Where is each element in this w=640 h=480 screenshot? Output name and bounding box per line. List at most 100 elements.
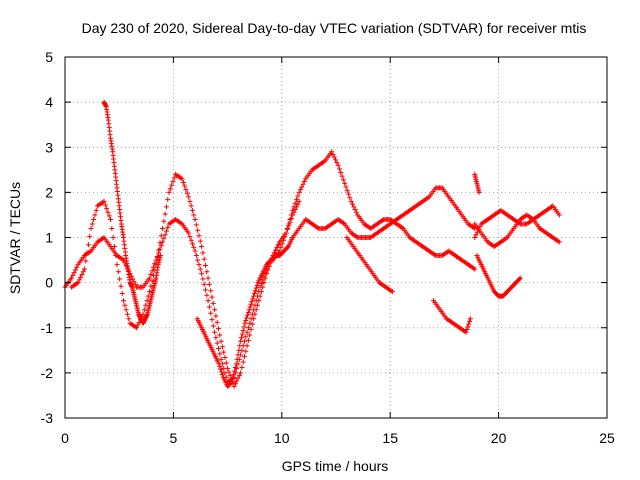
data-point [199, 271, 205, 277]
data-point [517, 275, 523, 281]
data-point [218, 366, 224, 372]
data-marks [62, 99, 562, 389]
data-point [243, 334, 249, 340]
data-point [113, 253, 119, 259]
data-point [147, 275, 153, 281]
data-point [144, 298, 150, 304]
data-point [201, 256, 207, 262]
data-point [195, 257, 201, 263]
series-track-7 [344, 235, 395, 295]
data-point [248, 327, 254, 333]
data-point [74, 264, 80, 270]
data-point [244, 329, 250, 335]
data-point [244, 343, 250, 349]
data-point [230, 375, 236, 381]
data-point [244, 315, 250, 321]
data-point [277, 248, 283, 254]
data-point [189, 207, 195, 213]
data-point [182, 183, 188, 189]
data-point [192, 216, 198, 222]
data-point [85, 242, 91, 248]
data-point [223, 360, 229, 366]
data-point [349, 201, 355, 207]
data-point [117, 276, 123, 282]
data-point [160, 225, 166, 231]
data-point [232, 364, 238, 370]
y-tick-label: 1 [45, 230, 53, 246]
data-point [186, 230, 192, 236]
data-point [290, 207, 296, 213]
y-tick-label: 3 [45, 139, 53, 155]
data-point [110, 235, 116, 240]
data-point [111, 244, 117, 250]
data-point [122, 302, 128, 308]
data-point [183, 187, 189, 193]
data-point [169, 182, 175, 188]
chart-title: Day 230 of 2020, Sidereal Day-to-day VTE… [82, 20, 587, 36]
data-point [262, 275, 268, 281]
data-point [219, 372, 225, 378]
data-point [556, 239, 562, 245]
data-point [465, 324, 471, 330]
series-track-2 [69, 171, 302, 389]
data-point [219, 369, 225, 375]
data-point [243, 318, 249, 324]
data-point [296, 198, 302, 204]
data-point [476, 189, 482, 195]
data-point [191, 212, 197, 218]
data-point [193, 222, 199, 228]
data-point [238, 370, 244, 376]
data-point [234, 356, 240, 362]
x-tick-label: 10 [274, 430, 290, 446]
data-point [255, 302, 261, 308]
data-point [464, 327, 470, 333]
data-point [140, 311, 146, 317]
data-point [247, 332, 253, 338]
data-point [179, 176, 185, 182]
data-point [250, 296, 256, 302]
x-tick-label: 5 [170, 430, 178, 446]
data-point [150, 264, 156, 270]
data-point [295, 193, 301, 199]
data-point [352, 207, 358, 213]
data-point [78, 274, 84, 280]
data-point [231, 383, 237, 389]
data-point [162, 232, 168, 238]
data-point [258, 289, 264, 295]
data-point [218, 356, 224, 362]
data-point [240, 359, 246, 365]
y-tick-label: -1 [41, 320, 54, 336]
data-point [346, 191, 352, 197]
data-point [227, 373, 233, 379]
x-tick-label: 25 [599, 430, 615, 446]
data-point [339, 173, 345, 179]
data-point [235, 375, 241, 381]
data-point [166, 189, 172, 195]
data-point [212, 307, 218, 313]
data-point [353, 209, 359, 215]
data-point [147, 289, 153, 295]
data-point [158, 233, 164, 239]
data-point [215, 326, 221, 332]
data-point [214, 319, 220, 325]
data-point [240, 327, 246, 333]
data-point [101, 198, 107, 204]
data-point [334, 160, 340, 166]
y-tick-label: -3 [41, 410, 54, 426]
data-point [88, 225, 94, 231]
data-point [163, 204, 169, 210]
data-point [70, 272, 76, 278]
data-point [556, 212, 562, 218]
data-point [130, 276, 136, 282]
data-point [75, 280, 81, 286]
data-point [246, 307, 252, 313]
data-point [188, 237, 194, 243]
series-track-6 [290, 185, 478, 240]
data-point [210, 300, 216, 306]
data-point [195, 227, 201, 233]
data-point [199, 244, 205, 250]
data-point [258, 281, 264, 287]
data-point [106, 213, 112, 219]
data-point [251, 316, 257, 322]
data-point [254, 282, 260, 288]
